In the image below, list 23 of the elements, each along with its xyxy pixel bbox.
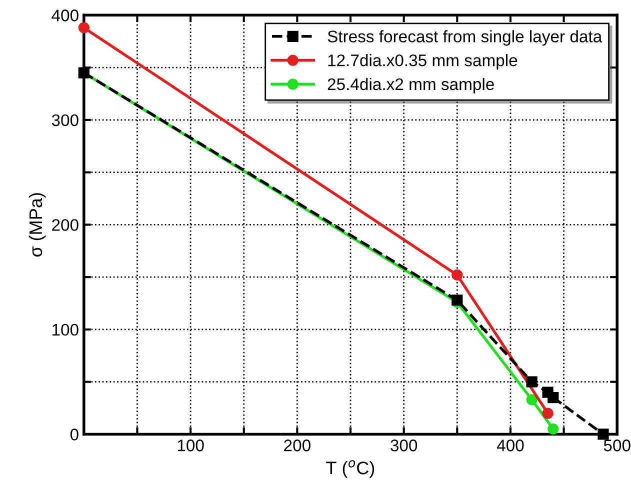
x-tick-label: 500 [604, 440, 630, 452]
legend-label: 12.7dia.x0.35 mm sample [328, 54, 518, 70]
point [542, 408, 554, 419]
y-tick-label: 100 [52, 324, 78, 336]
y-tick-label: 200 [52, 219, 78, 231]
y-tick-label: 0 [70, 428, 78, 440]
y-tick-label: 300 [52, 114, 78, 126]
point [598, 428, 609, 440]
x-axis-title: T ($^{o}$C) [326, 460, 374, 478]
point [526, 376, 538, 388]
legend-label: 25.4dia.x2 mm sample [328, 78, 494, 94]
point [526, 394, 538, 406]
y-axis-title: σ (MPa) [28, 193, 46, 257]
x-tick-label: 400 [496, 440, 524, 452]
point [452, 269, 463, 281]
point [548, 423, 559, 435]
point [78, 22, 90, 34]
point [548, 392, 559, 404]
x-tick-label: 100 [178, 440, 204, 452]
x-tick-label: 200 [284, 440, 310, 452]
legend-label: Stress forecast from single layer data [328, 30, 602, 46]
x-tick-label: 300 [390, 440, 418, 452]
y-tick-label: 400 [52, 10, 78, 22]
